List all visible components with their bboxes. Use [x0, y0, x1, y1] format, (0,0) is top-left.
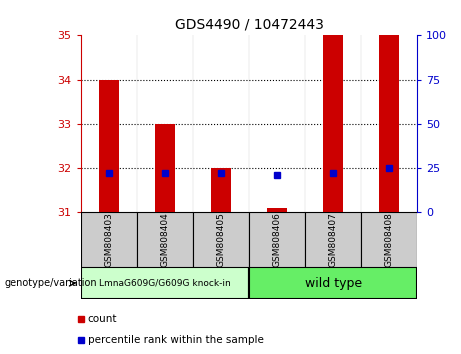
- Bar: [99, 80, 118, 212]
- FancyBboxPatch shape: [249, 212, 305, 267]
- Text: GSM808405: GSM808405: [216, 212, 225, 267]
- Text: wild type: wild type: [305, 277, 361, 290]
- Text: LmnaG609G/G609G knock-in: LmnaG609G/G609G knock-in: [99, 279, 230, 288]
- Text: GSM808407: GSM808407: [329, 212, 337, 267]
- FancyBboxPatch shape: [361, 212, 417, 267]
- FancyBboxPatch shape: [193, 212, 249, 267]
- Bar: [379, 35, 399, 212]
- FancyBboxPatch shape: [249, 267, 417, 299]
- Bar: [323, 35, 343, 212]
- FancyBboxPatch shape: [81, 267, 249, 299]
- Bar: [211, 168, 230, 212]
- Bar: [155, 124, 175, 212]
- FancyBboxPatch shape: [81, 212, 137, 267]
- Text: GSM808406: GSM808406: [272, 212, 282, 267]
- Text: GSM808408: GSM808408: [384, 212, 394, 267]
- Text: percentile rank within the sample: percentile rank within the sample: [88, 335, 264, 345]
- FancyBboxPatch shape: [305, 212, 361, 267]
- Title: GDS4490 / 10472443: GDS4490 / 10472443: [175, 17, 323, 32]
- Bar: [267, 208, 287, 212]
- Text: genotype/variation: genotype/variation: [5, 278, 97, 288]
- FancyBboxPatch shape: [137, 212, 193, 267]
- Text: GSM808403: GSM808403: [104, 212, 113, 267]
- Text: GSM808404: GSM808404: [160, 212, 169, 267]
- Text: count: count: [88, 314, 117, 324]
